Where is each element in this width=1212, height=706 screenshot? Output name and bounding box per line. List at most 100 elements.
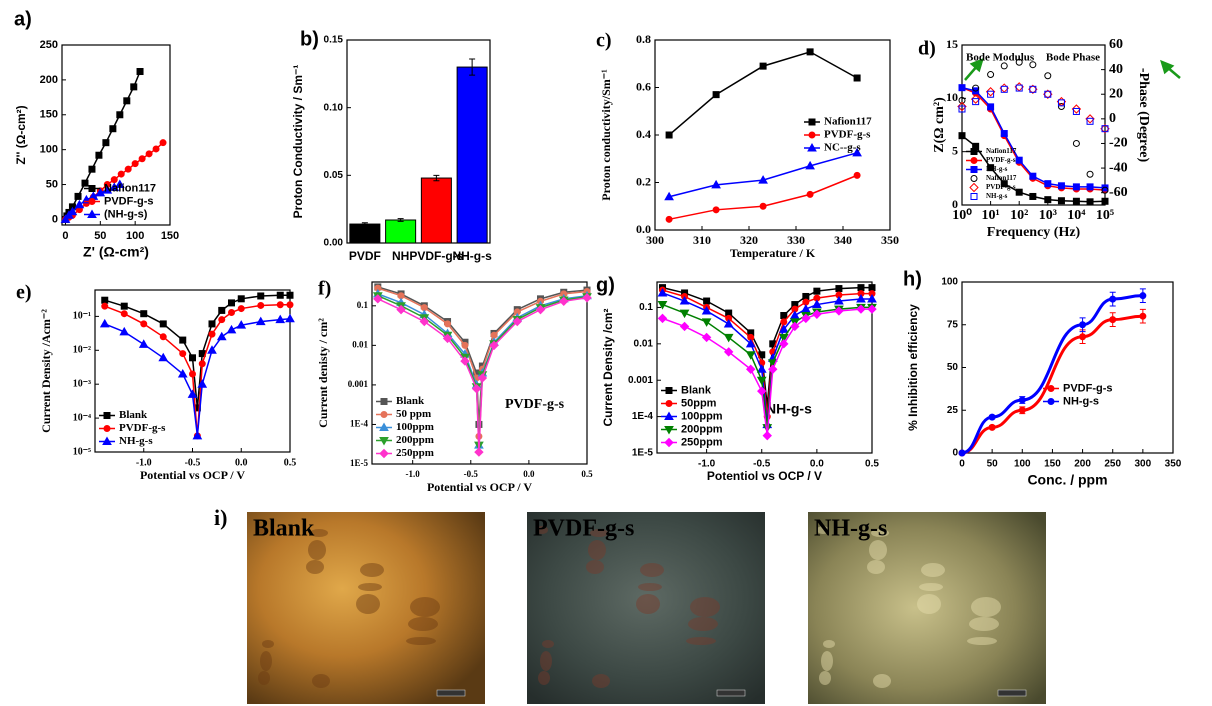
texture [308, 540, 326, 560]
y-tick-label: 100 [40, 144, 58, 156]
x-tick-label: 50 [94, 230, 106, 242]
marker [160, 321, 166, 327]
legend-marker [380, 450, 388, 458]
x-tick-label: 10⁰ [952, 208, 972, 223]
marker [277, 292, 283, 298]
legend-marker [381, 399, 387, 405]
legend-label: Nafion117 [986, 147, 1017, 155]
texture [260, 651, 272, 671]
texture [819, 671, 831, 685]
marker [760, 203, 766, 209]
texture [873, 674, 891, 688]
texture [821, 651, 833, 671]
marker [229, 300, 235, 306]
x-tick-label: 300 [1135, 459, 1152, 470]
legend-label: PVDF-g-s [119, 422, 166, 434]
x-tick-label: 350 [881, 233, 899, 247]
texture [410, 597, 440, 617]
legend-marker [971, 176, 977, 182]
y-axis-label: Current Density /cm² [601, 308, 615, 426]
marker [854, 75, 860, 81]
texture [869, 540, 887, 560]
annotation: Bode Modulus [966, 52, 1035, 64]
texture [306, 560, 324, 574]
marker [219, 317, 225, 323]
marker [1073, 184, 1079, 190]
y-tick-label: 10⁻³ [73, 378, 91, 389]
marker [118, 171, 124, 177]
texture [690, 597, 720, 617]
legend-marker [89, 186, 95, 192]
legend-label: PVDF-g-s [824, 129, 871, 141]
texture [636, 594, 660, 614]
marker [703, 319, 711, 326]
marker [959, 450, 965, 456]
panel-label: b) [300, 28, 319, 50]
texture [262, 640, 274, 648]
marker [141, 321, 147, 327]
x-tick-label: 200 [1074, 459, 1091, 470]
x-tick-label: 10⁵ [1096, 208, 1114, 223]
y-tick-label: 1E-5 [632, 448, 654, 459]
y-tick-label: 0.001 [628, 375, 653, 386]
marker [1016, 189, 1022, 195]
marker [781, 313, 787, 319]
x-tick-label: 100 [126, 230, 144, 242]
marker [836, 286, 842, 292]
x-tick-label: -1.0 [698, 459, 716, 470]
marker [807, 191, 813, 197]
legend-marker [381, 412, 387, 418]
marker [125, 166, 131, 172]
marker [854, 172, 860, 178]
marker [681, 322, 689, 330]
texture [921, 563, 945, 577]
marker [1087, 171, 1093, 177]
texture [406, 637, 436, 645]
marker [287, 302, 293, 308]
y-tick-label: 5 [952, 143, 958, 157]
marker [287, 292, 293, 298]
series-line [669, 153, 857, 197]
marker [209, 331, 215, 337]
texture [638, 583, 662, 591]
legend-marker [971, 167, 977, 173]
y-axis-label: Z'' (Ω-cm²) [14, 105, 28, 164]
scale-bar [998, 690, 1026, 696]
y-tick-label: 10⁻⁴ [73, 412, 91, 423]
legend-label: PVDF-g-s [986, 183, 1016, 191]
texture [358, 583, 382, 591]
legend-label: NH-g-s [1063, 395, 1099, 407]
annotation: PVDF-g-s [505, 397, 565, 412]
marker [159, 354, 167, 361]
panel-label: c) [596, 30, 612, 52]
marker [75, 193, 81, 199]
marker [1045, 181, 1051, 187]
marker [988, 72, 994, 78]
y-tick-label: 0.001 [348, 379, 369, 389]
x-axis-label: Potentiol vs OCP / V [707, 469, 822, 483]
x-tick-label: 150 [161, 230, 179, 242]
y-tick-label: 0 [52, 213, 58, 225]
marker [229, 310, 235, 316]
marker [666, 216, 672, 222]
marker [102, 303, 108, 309]
legend-marker [809, 119, 815, 125]
marker [228, 326, 236, 333]
texture [686, 637, 716, 645]
texture [688, 617, 718, 631]
y-tick-label: 0.1 [639, 302, 653, 313]
marker [190, 355, 196, 361]
marker [137, 69, 143, 75]
legend-marker [971, 149, 977, 155]
x-tick-label: NH-g-s [452, 249, 492, 263]
panel: c)0.00.20.40.60.8Proton conductivity/Sm⁻… [596, 30, 899, 260]
x-tick-label: 0.0 [235, 457, 248, 468]
marker [1058, 198, 1064, 204]
marker [704, 298, 710, 304]
legend-label: PVDF-g-s [1063, 382, 1113, 394]
texture [542, 640, 554, 648]
marker [758, 365, 766, 372]
legend-label: 100ppm [681, 410, 723, 422]
x-tick-label: 310 [693, 233, 711, 247]
